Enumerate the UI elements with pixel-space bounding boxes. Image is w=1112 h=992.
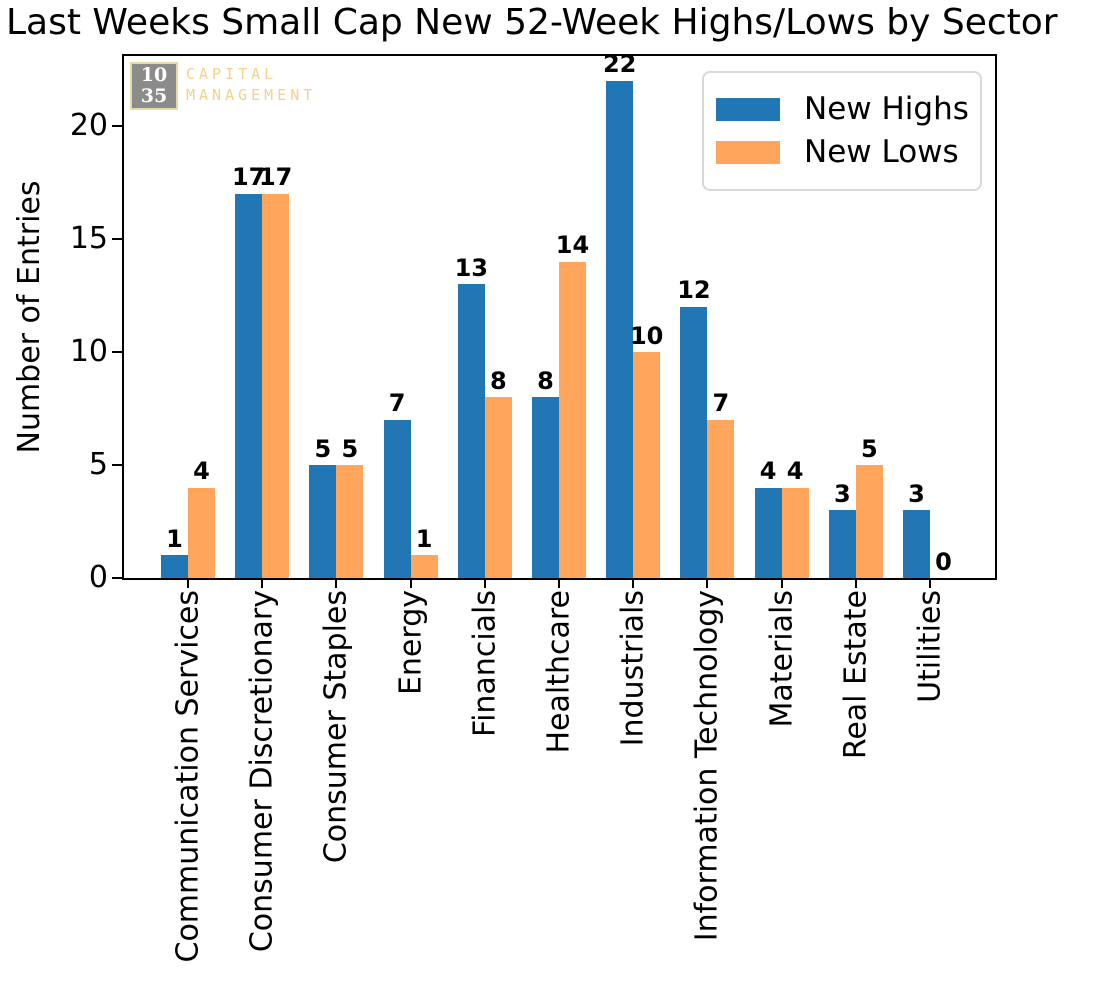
y-tick-label: 0: [88, 560, 108, 595]
legend-entry-new-highs: New Highs: [716, 91, 980, 128]
bar-new-highs-real-estate: [828, 510, 856, 578]
legend-label-highs: New Highs: [804, 91, 969, 127]
bar-new-lows-consumer-staples: [336, 465, 364, 578]
bar-value-label: 4: [759, 457, 777, 486]
logo-wordmark-line1: CAPITAL: [186, 65, 278, 83]
x-tick: [780, 580, 783, 588]
bar-new-lows-communication-services: [188, 487, 215, 578]
bar-new-highs-consumer-discretionary: [235, 193, 263, 578]
bar-value-label: 14: [555, 231, 590, 260]
y-tick-label: 10: [69, 334, 108, 369]
bar-new-lows-healthcare: [559, 261, 586, 578]
bar-new-highs-information-technology: [680, 306, 708, 578]
company-logo: 10 35 CAPITAL MANAGEMENT: [130, 62, 316, 110]
bar-value-label: 0: [935, 547, 952, 576]
x-tick-label-energy: Energy: [392, 590, 428, 696]
y-tick-label: 15: [69, 221, 108, 256]
x-tick: [929, 580, 931, 588]
bar-new-highs-financials: [457, 284, 485, 578]
bar-value-label: 13: [454, 253, 488, 282]
plot-area: 10 35 CAPITAL MANAGEMENT New Highs New L…: [122, 50, 997, 580]
legend-label-lows: New Lows: [804, 134, 959, 171]
x-tick-label-materials: Materials: [763, 590, 799, 728]
bar-value-label: 12: [677, 276, 711, 305]
bar-value-label: 8: [537, 366, 554, 395]
bar-value-label: 17: [231, 163, 266, 192]
y-tick: [112, 238, 122, 240]
bar-new-highs-industrials: [606, 80, 634, 578]
bar-new-lows-energy: [410, 555, 438, 578]
legend-entry-new-lows: New Lows: [716, 134, 980, 171]
x-tick: [335, 580, 338, 588]
bar-value-label: 1: [166, 525, 183, 554]
x-tick-label-industrials: Industrials: [615, 590, 651, 747]
bar-new-highs-consumer-staples: [309, 465, 337, 578]
y-tick: [112, 125, 122, 127]
x-tick: [854, 580, 857, 588]
bar-value-label: 5: [314, 434, 332, 463]
legend-swatch-lows: [716, 141, 780, 165]
legend: New Highs New Lows: [702, 71, 982, 192]
bar-value-label: 10: [629, 321, 664, 350]
x-tick: [409, 580, 412, 588]
x-tick-label-healthcare: Healthcare: [541, 590, 577, 754]
x-tick-label-utilities: Utilities: [912, 590, 948, 703]
bar-value-label: 4: [786, 457, 804, 486]
y-tick: [112, 351, 122, 353]
bar-value-label: 5: [341, 434, 359, 463]
bar-new-highs-communication-services: [161, 555, 188, 578]
x-tick: [558, 580, 560, 588]
chart-title: Last Weeks Small Cap New 52-Week Highs/L…: [6, 2, 1058, 43]
bar-new-lows-consumer-discretionary: [262, 193, 290, 578]
bar-value-label: 3: [908, 479, 925, 508]
x-tick: [632, 580, 635, 588]
bar-new-highs-utilities: [903, 510, 930, 578]
x-tick-label-real-estate: Real Estate: [838, 590, 874, 760]
y-tick-label: 20: [69, 108, 108, 143]
x-tick-label-information-technology: Information Technology: [689, 590, 725, 942]
bar-value-label: 7: [712, 389, 730, 418]
logo-wordmark-line2: MANAGEMENT: [186, 86, 317, 104]
bar-new-lows-information-technology: [707, 419, 735, 578]
logo-number-bottom: 35: [140, 85, 168, 107]
bar-value-label: 17: [258, 163, 293, 192]
bar-new-lows-industrials: [633, 352, 661, 578]
bar-new-highs-materials: [754, 487, 782, 578]
x-tick: [483, 580, 486, 588]
bar-value-label: 3: [833, 479, 851, 508]
bar-value-label: 4: [193, 457, 210, 486]
y-axis-label: Number of Entries: [12, 180, 47, 454]
x-tick-label-financials: Financials: [467, 590, 503, 737]
bar-value-label: 7: [388, 389, 406, 418]
x-tick-label-consumer-discretionary: Consumer Discretionary: [244, 590, 280, 953]
x-tick: [706, 580, 709, 588]
x-tick-label-communication-services: Communication Services: [170, 590, 206, 963]
x-tick-label-consumer-staples: Consumer Staples: [318, 590, 354, 864]
bar-value-label: 5: [860, 434, 878, 463]
bar-new-lows-real-estate: [855, 465, 883, 578]
bar-value-label: 1: [415, 525, 433, 554]
logo-wordmark: CAPITAL MANAGEMENT: [186, 62, 316, 106]
y-tick-label: 5: [88, 447, 108, 482]
y-tick: [112, 464, 122, 466]
x-tick: [261, 580, 264, 588]
bar-new-lows-financials: [484, 397, 512, 578]
logo-number-top: 10: [140, 64, 168, 86]
legend-swatch-highs: [716, 98, 780, 122]
bar-value-label: 8: [489, 366, 507, 395]
bar-new-highs-healthcare: [532, 397, 559, 578]
bar-new-lows-materials: [781, 487, 809, 578]
bar-value-label: 22: [602, 50, 637, 79]
y-tick: [112, 577, 122, 579]
x-tick: [187, 580, 189, 588]
bar-new-highs-energy: [383, 419, 411, 578]
logo-number-box: 10 35: [130, 62, 178, 110]
